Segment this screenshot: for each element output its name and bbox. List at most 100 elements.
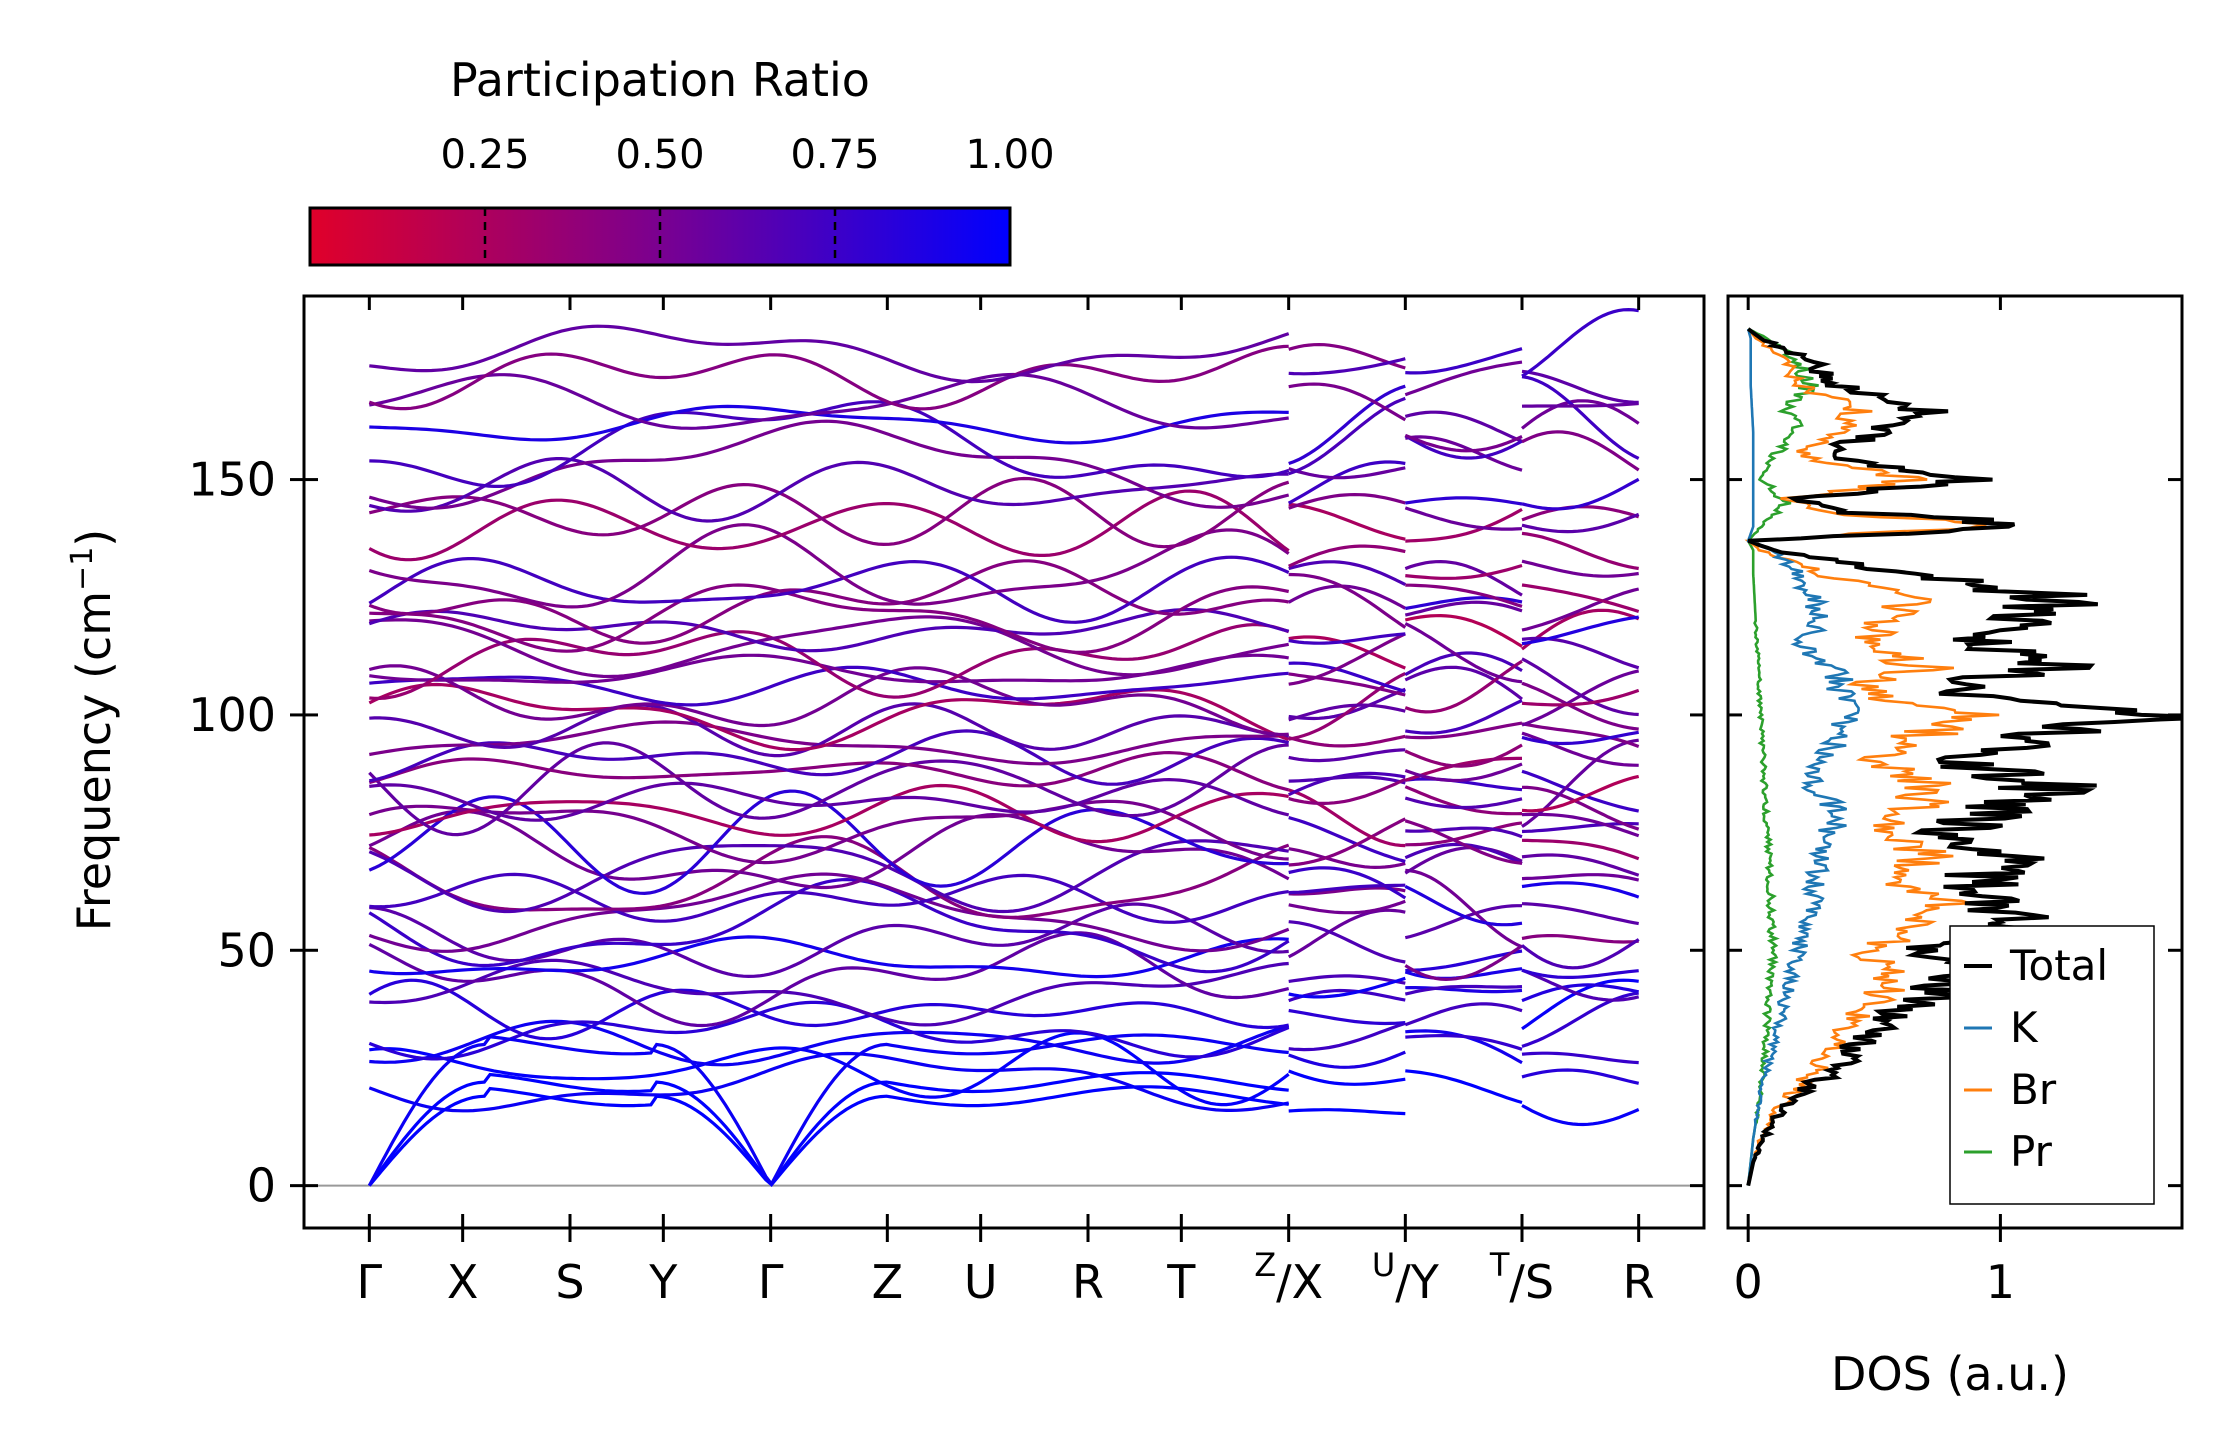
legend-label-pr: Pr	[2010, 1127, 2053, 1176]
x-tick-label: Γ	[758, 1255, 784, 1309]
band-branch	[1288, 1021, 1406, 1052]
band-branch	[1404, 984, 1523, 996]
band-branch	[1521, 531, 1639, 571]
band-branch	[368, 799, 1289, 865]
y-tick-label: 100	[188, 688, 276, 742]
band-branch	[1288, 816, 1406, 863]
band-branch	[1521, 583, 1640, 614]
dos-series-total	[1746, 327, 2182, 1187]
band-branch	[1288, 544, 1406, 568]
x-tick-label: T/S	[1489, 1246, 1554, 1309]
band-branch	[368, 476, 1290, 549]
band-branch	[1521, 401, 1639, 408]
band-branch	[1405, 868, 1523, 949]
band-branch	[1404, 434, 1523, 460]
dos-legend: Total K Br Pr	[1949, 925, 2155, 1205]
band-structure-panel: 0 50 100 150 Γ X S Y Γ Z U R T Z/X U/Y T/S R Frequency …	[65, 294, 1706, 1309]
band-branch	[1521, 838, 1640, 861]
band-branch	[369, 623, 1290, 701]
band-branch	[1404, 743, 1523, 768]
band-branch	[1287, 908, 1406, 959]
band-branch	[1288, 502, 1406, 541]
band-branch	[1288, 771, 1406, 797]
band-branch	[1521, 968, 1639, 980]
x-tick-label: T	[1166, 1255, 1196, 1309]
band-branch	[1405, 985, 1523, 994]
band-branch	[369, 777, 1290, 822]
band-branch	[1288, 382, 1407, 422]
band-branch	[1521, 968, 1640, 1002]
band-branch	[1521, 933, 1639, 944]
legend-items: Total K Br Pr	[1964, 941, 2108, 1176]
band-branch	[1404, 559, 1523, 597]
band-branch	[368, 523, 1290, 609]
band-branch	[1288, 847, 1406, 870]
band-branch	[1521, 636, 1640, 670]
band-branch	[1521, 902, 1639, 926]
x-tick-label: U	[964, 1255, 998, 1309]
x-tick-label: Z	[872, 1255, 904, 1309]
band-branch	[1521, 669, 1640, 727]
band-branch	[1521, 978, 1639, 1031]
band-branch	[1521, 730, 1639, 746]
band-branch	[1405, 583, 1523, 608]
band-branch	[1521, 375, 1640, 460]
band-branch	[368, 931, 1290, 1028]
band-branch	[369, 1031, 1290, 1107]
band-branch	[1521, 991, 1639, 1048]
band-branch	[1288, 777, 1406, 806]
band-branch	[1404, 819, 1523, 865]
x-tick-label: R	[1072, 1255, 1104, 1309]
x-tick-label: U/Y	[1372, 1246, 1440, 1309]
band-y-axis: 0 50 100 150	[188, 453, 1704, 1213]
band-branch	[369, 1019, 1290, 1067]
band-branch	[1405, 496, 1523, 506]
band-branch	[1288, 632, 1406, 686]
band-branch	[369, 404, 1289, 445]
band-branch	[1288, 572, 1407, 629]
band-branch	[1288, 632, 1406, 645]
band-branch	[1288, 661, 1406, 693]
band-branch	[369, 872, 1289, 924]
band-branch	[368, 555, 1290, 624]
acoustic-branch	[368, 1071, 1289, 1187]
band-branch	[1404, 410, 1523, 443]
x-tick-label: Y	[648, 1255, 678, 1309]
band-branch	[1404, 665, 1523, 701]
band-branch	[1521, 688, 1640, 707]
band-branch	[368, 607, 1290, 653]
band-branch	[1404, 884, 1523, 927]
band-y-axis-title: Frequency (cm−1)	[65, 529, 121, 932]
band-branch	[1521, 769, 1640, 813]
band-branch	[1288, 734, 1406, 748]
band-branch	[369, 935, 1289, 979]
colorbar-tick-label: 0.75	[790, 132, 879, 178]
band-branch	[1288, 883, 1406, 895]
band-branch	[1287, 460, 1406, 505]
band-branch	[1521, 587, 1640, 632]
band-branch	[1405, 949, 1523, 973]
band-branch	[1288, 1050, 1406, 1069]
y-tick-label: 50	[217, 923, 276, 977]
band-branch	[1288, 342, 1406, 370]
band-branch	[368, 664, 1289, 737]
colorbar-title: Participation Ratio	[450, 53, 870, 107]
band-branch	[1404, 756, 1522, 782]
band-branch	[1521, 657, 1639, 717]
band-branch	[1405, 1069, 1523, 1105]
band-branch	[1288, 492, 1406, 510]
band-branch	[369, 615, 1290, 679]
band-branch	[368, 457, 1289, 523]
band-branch	[369, 583, 1290, 655]
dos-plot-frame	[1726, 294, 2184, 1230]
y-tick-label: 150	[188, 453, 276, 507]
band-branch	[1521, 1051, 1639, 1065]
band-branch	[1288, 788, 1406, 848]
band-branch	[1521, 369, 1639, 404]
band-branch	[1521, 615, 1639, 646]
band-branch	[368, 750, 1290, 792]
band-branch	[1288, 976, 1406, 999]
